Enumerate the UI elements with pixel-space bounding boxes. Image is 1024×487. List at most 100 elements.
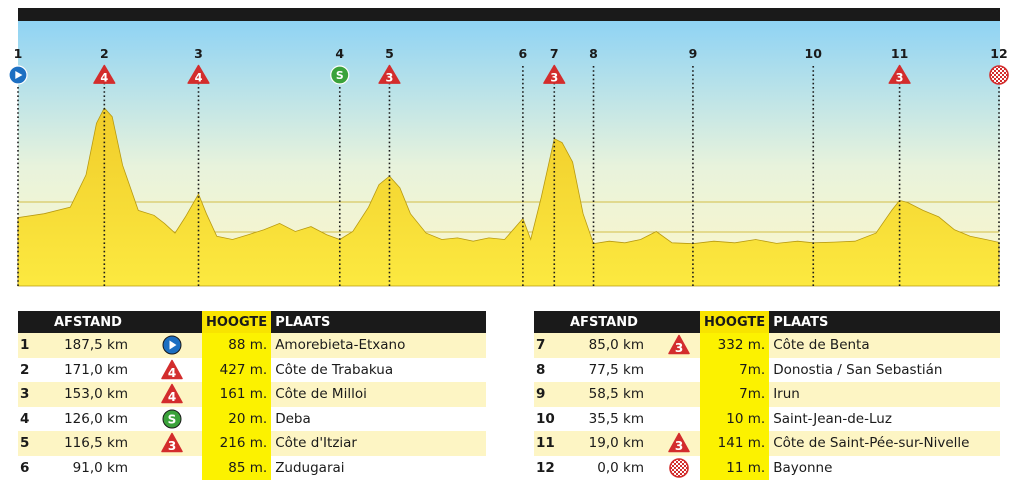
marker-label: 11 [891,46,908,61]
finish-icon [669,457,689,478]
plaats-header: PLAATS [769,311,1000,333]
row-distance: 0,0 km [597,459,644,476]
marker-9: 9 [689,46,698,286]
marker-12: 12 [989,46,1009,286]
row-distance: 171,0 km [64,361,128,378]
sprint-icon: S [162,409,182,429]
cat-4-icon: 4 [161,359,183,380]
row-height: 88 m. [202,333,272,358]
row-icon: 4 [142,382,202,407]
row-number: 4 [20,410,30,427]
row-place: Côte d'Itziar [271,431,486,456]
marker-label: 3 [194,46,203,61]
table-row: 4 126,0 km S 20 m. Deba [18,406,486,432]
svg-text:S: S [336,69,344,82]
row-icon [142,333,202,358]
hoogte-header: HOOGTE [202,311,272,333]
icon-header [142,311,202,333]
row-distance: 19,0 km [566,431,658,456]
svg-text:3: 3 [550,71,558,84]
table-row: 9 58,5 km 7m. Irun [534,382,1000,407]
marker-label: 7 [550,46,559,61]
row-distance: 35,5 km [588,410,644,427]
table-row: 8 77,5 km 7m. Donostia / San Sebastián [534,357,1000,383]
row-icon: 3 [658,333,700,358]
table-row: 6 91,0 km 85 m. Zudugarai [18,455,486,480]
cat-3-icon: 3 [378,64,401,84]
row-height: 85 m. [202,455,272,480]
cat-3-icon: 3 [543,64,566,84]
row-height: 216 m. [202,431,272,456]
row-height: 427 m. [202,357,272,382]
row-icon [658,407,700,432]
marker-label: 8 [589,46,598,61]
row-distance: 116,5 km [50,431,142,456]
elevation-area [17,107,1000,287]
cat-4-icon: 4 [93,64,116,84]
marker-label: 5 [385,46,394,61]
row-icon [658,456,700,481]
marker-1: 1 [8,46,28,286]
hoogte-header: HOOGTE [700,311,770,333]
marker-2: 24 [93,46,116,286]
row-height: 141 m. [700,431,770,456]
row-number: 6 [20,459,30,476]
cat-3-icon: 3 [668,433,690,453]
svg-text:3: 3 [675,439,683,453]
row-number: 8 [536,361,546,378]
row-height: 332 m. [700,333,770,358]
marker-label: 9 [689,46,698,61]
row-height: 20 m. [202,406,272,431]
start-icon [8,65,28,85]
row-distance: 187,5 km [50,333,142,358]
marker-6: 6 [519,46,528,286]
afstand-header: AFSTAND [566,311,658,333]
svg-text:3: 3 [386,71,394,84]
top-bar [18,8,1000,21]
svg-text:4: 4 [100,71,108,84]
marker-label: 2 [100,46,109,61]
row-distance: 153,0 km [50,382,142,407]
marker-10: 10 [805,46,823,286]
row-icon: S [142,407,202,432]
table-row: 3 153,0 km 4 161 m. Côte de Milloi [18,382,486,407]
table-row: 11 19,0 km 3 141 m. Côte de Saint-Pée-sur-Ni… [534,431,1000,456]
marker-5: 53 [378,46,401,286]
row-height: 11 m. [700,455,770,480]
svg-text:3: 3 [675,341,683,355]
row-distance: 77,5 km [588,361,644,378]
row-icon [658,358,700,383]
cat-4-icon: 4 [187,64,210,84]
table-row: 10 35,5 km 10 m. Saint-Jean-de-Luz [534,406,1000,432]
row-height: 7m. [700,357,770,382]
row-height: 7m. [700,382,770,407]
svg-text:4: 4 [168,366,176,380]
sprint-icon: S [330,65,350,85]
row-place: Côte de Trabakua [275,361,394,378]
marker-label: 12 [990,46,1007,61]
svg-text:3: 3 [168,439,176,453]
table-row: 12 0,0 km 11 m. Bayonne [534,455,1000,481]
row-place: Bayonne [773,459,833,476]
row-number: 3 [18,382,50,407]
icon-header [658,311,700,333]
marker-label: 6 [519,46,528,61]
table-row: 5 116,5 km 3 216 m. Côte d'Itziar [18,431,486,456]
marker-8: 8 [589,46,598,286]
row-number: 11 [534,431,566,456]
marker-label: 4 [335,46,344,61]
row-number: 10 [536,410,555,427]
row-icon [658,382,700,407]
table-row: 2 171,0 km 4 427 m. Côte de Trabakua [18,357,486,383]
marker-4: 4S [330,46,350,286]
svg-text:S: S [168,412,177,426]
row-height: 161 m. [202,382,272,407]
svg-text:4: 4 [195,71,203,84]
row-icon: 4 [142,358,202,383]
row-distance: 85,0 km [566,333,658,358]
marker-label: 10 [805,46,823,61]
row-place: Côte de Saint-Pée-sur-Nivelle [769,431,1000,456]
cat-3-icon: 3 [161,433,183,453]
